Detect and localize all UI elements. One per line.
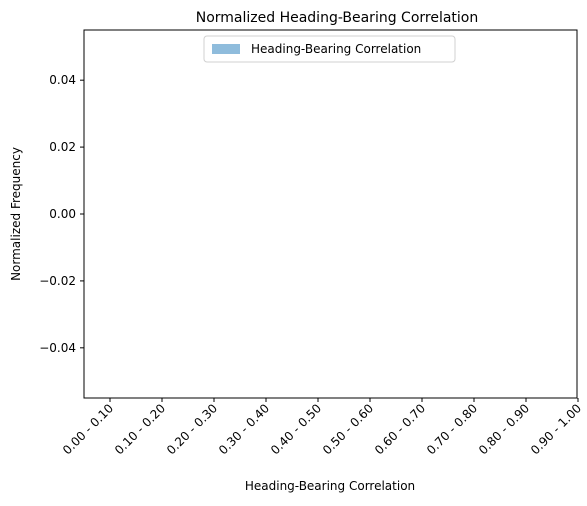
legend: Heading-Bearing Correlation — [203, 35, 456, 63]
x-tick-label: 0.70 - 0.80 — [424, 401, 480, 457]
y-tick-label: −0.04 — [39, 341, 76, 355]
x-tick-label: 0.00 - 0.10 — [60, 401, 116, 457]
x-axis-label: Heading-Bearing Correlation — [245, 479, 415, 493]
legend-box — [203, 35, 456, 63]
x-tick-label: 0.80 - 0.90 — [476, 401, 532, 457]
y-tick-label: 0.00 — [49, 207, 76, 221]
x-tick-label: 0.20 - 0.30 — [164, 401, 220, 457]
y-tick-label: 0.02 — [49, 140, 76, 154]
legend-swatch — [212, 44, 240, 54]
x-tick-label: 0.90 - 1.00 — [528, 401, 584, 457]
x-axis-ticks: 0.00 - 0.100.10 - 0.200.20 - 0.300.30 - … — [60, 398, 584, 457]
y-tick-label: 0.04 — [49, 73, 76, 87]
chart-title: Normalized Heading-Bearing Correlation — [196, 10, 479, 26]
y-tick-label: −0.02 — [39, 274, 76, 288]
plot-area-frame — [83, 29, 578, 399]
x-tick-label: 0.40 - 0.50 — [268, 401, 324, 457]
y-axis-label: Normalized Frequency — [9, 147, 23, 281]
legend-label: Heading-Bearing Correlation — [251, 42, 421, 56]
x-tick-label: 0.30 - 0.40 — [216, 401, 272, 457]
y-axis-ticks: 0.04 0.02 0.00 −0.02 −0.04 — [39, 73, 84, 355]
x-tick-label: 0.60 - 0.70 — [372, 401, 428, 457]
x-tick-label: 0.50 - 0.60 — [320, 401, 376, 457]
x-tick-label: 0.10 - 0.20 — [112, 401, 168, 457]
